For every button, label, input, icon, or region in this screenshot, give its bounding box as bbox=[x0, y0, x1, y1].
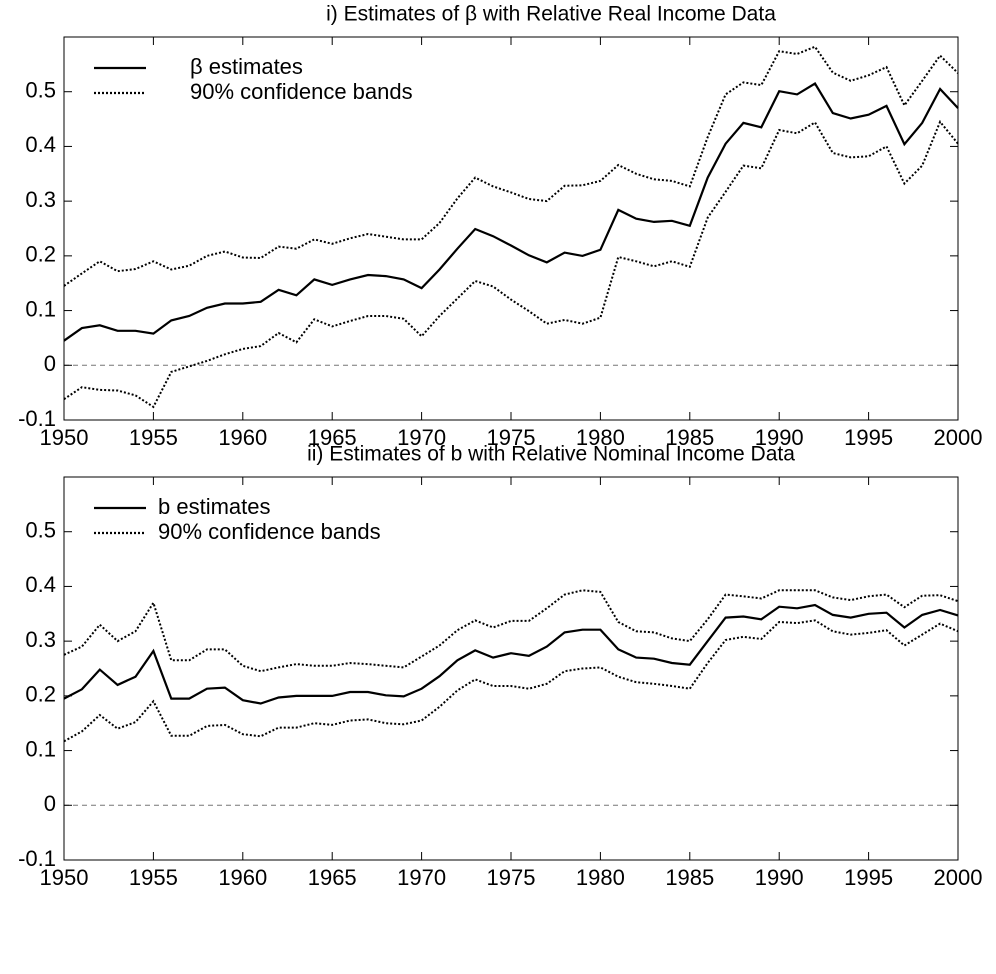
x-tick-label: 1965 bbox=[308, 865, 357, 890]
y-tick-label: 0.5 bbox=[25, 518, 56, 543]
y-tick-label: 0.4 bbox=[25, 572, 56, 597]
x-tick-label: 1975 bbox=[487, 865, 536, 890]
x-tick-label: 2000 bbox=[934, 865, 983, 890]
chart-title: i) Estimates of β with Relative Real Inc… bbox=[326, 3, 776, 26]
series-line bbox=[63, 119, 959, 409]
plot-frame bbox=[63, 476, 959, 861]
y-tick-label: 0.2 bbox=[25, 682, 56, 707]
legend-label: 90% confidence bands bbox=[190, 79, 413, 104]
series-line bbox=[63, 81, 959, 342]
y-tick-label: -0.1 bbox=[18, 406, 56, 431]
y-tick-label: 0.2 bbox=[25, 242, 56, 267]
y-tick-label: 0.1 bbox=[25, 296, 56, 321]
series-line bbox=[63, 589, 959, 673]
x-tick-label: 1950 bbox=[40, 865, 89, 890]
x-tick-label: 1995 bbox=[844, 425, 893, 450]
x-tick-label: 1990 bbox=[755, 865, 804, 890]
legend-label: 90% confidence bands bbox=[158, 519, 381, 544]
series-line bbox=[63, 619, 959, 743]
x-tick-label: 1970 bbox=[397, 865, 446, 890]
x-tick-label: 1955 bbox=[129, 425, 178, 450]
x-tick-label: 1985 bbox=[665, 425, 714, 450]
y-tick-label: 0.5 bbox=[25, 78, 56, 103]
y-tick-label: 0.1 bbox=[25, 736, 56, 761]
x-tick-label: 1965 bbox=[308, 425, 357, 450]
x-tick-label: 2000 bbox=[934, 425, 983, 450]
legend-label: b estimates bbox=[158, 494, 271, 519]
y-tick-label: -0.1 bbox=[18, 846, 56, 871]
series-line bbox=[63, 45, 959, 287]
x-tick-label: 1960 bbox=[218, 425, 267, 450]
y-tick-label: 0.3 bbox=[25, 187, 56, 212]
x-tick-label: 1980 bbox=[576, 425, 625, 450]
y-tick-label: 0 bbox=[44, 791, 56, 816]
y-tick-label: 0.3 bbox=[25, 627, 56, 652]
x-tick-label: 1955 bbox=[129, 865, 178, 890]
x-tick-label: 1960 bbox=[218, 865, 267, 890]
x-tick-label: 1990 bbox=[755, 425, 804, 450]
legend-label: β estimates bbox=[190, 54, 303, 79]
y-tick-label: 0 bbox=[44, 351, 56, 376]
x-tick-label: 1975 bbox=[487, 425, 536, 450]
y-tick-label: 0.4 bbox=[25, 132, 56, 157]
x-tick-label: 1980 bbox=[576, 865, 625, 890]
series-line bbox=[63, 603, 959, 705]
chart-title: ii) Estimates of b with Relative Nominal… bbox=[307, 443, 795, 466]
plot-frame bbox=[63, 36, 959, 421]
x-tick-label: 1970 bbox=[397, 425, 446, 450]
x-tick-label: 1985 bbox=[665, 865, 714, 890]
x-tick-label: 1950 bbox=[40, 425, 89, 450]
x-tick-label: 1995 bbox=[844, 865, 893, 890]
